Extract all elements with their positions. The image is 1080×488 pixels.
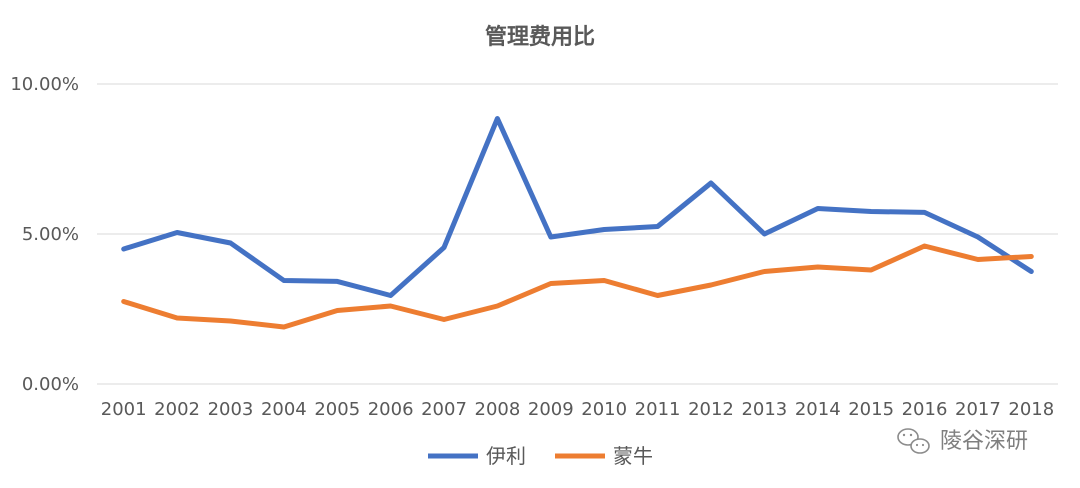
- x-tick-label: 2014: [795, 399, 841, 420]
- x-tick-label: 2003: [208, 399, 254, 420]
- x-tick-label: 2017: [955, 399, 1001, 420]
- x-tick-label: 2010: [581, 399, 627, 420]
- series-line-1: [121, 243, 1034, 330]
- legend: 伊利 蒙牛: [428, 444, 653, 468]
- wechat-icon: [897, 428, 930, 454]
- series-line-0: [121, 116, 1034, 298]
- watermark-text: 陵谷深研: [940, 429, 1028, 454]
- x-tick-label: 2005: [314, 399, 360, 420]
- x-tick-label: 2004: [261, 399, 307, 420]
- x-tick-label: 2001: [101, 399, 147, 420]
- x-tick-label: 2011: [635, 399, 681, 420]
- x-tick-label: 2002: [154, 399, 200, 420]
- chart-title: 管理费用比: [485, 24, 595, 50]
- legend-label-yili: 伊利: [486, 444, 526, 468]
- y-tick-label: 5.00%: [22, 224, 79, 245]
- y-axis-ticks: 0.00% 5.00% 10.00%: [10, 74, 79, 395]
- x-tick-label: 2012: [688, 399, 734, 420]
- x-tick-label: 2018: [1008, 399, 1054, 420]
- x-tick-label: 2007: [421, 399, 467, 420]
- x-tick-label: 2008: [475, 399, 521, 420]
- watermark: 陵谷深研: [897, 428, 1028, 454]
- legend-label-mengniu: 蒙牛: [613, 444, 653, 468]
- x-tick-label: 2016: [902, 399, 948, 420]
- y-tick-label: 10.00%: [10, 74, 79, 95]
- x-tick-label: 2015: [848, 399, 894, 420]
- series-lines: [121, 116, 1034, 330]
- x-tick-label: 2013: [741, 399, 787, 420]
- x-tick-label: 2006: [368, 399, 414, 420]
- x-tick-label: 2009: [528, 399, 574, 420]
- y-tick-label: 0.00%: [22, 374, 79, 395]
- x-axis-ticks: 2001 2002 2003 2004 2005 2006 2007 2008 2009 2010…: [101, 399, 1054, 420]
